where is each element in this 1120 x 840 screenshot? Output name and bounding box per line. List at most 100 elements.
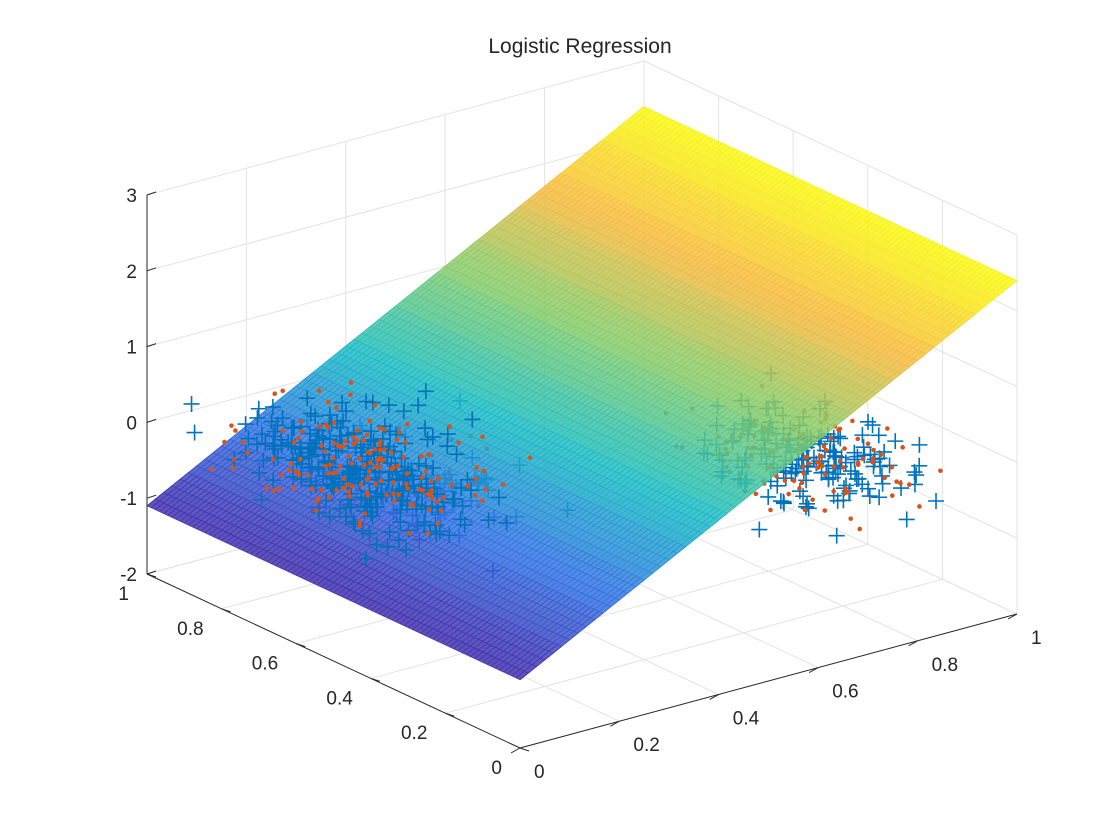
surface-mesh-line <box>589 205 632 240</box>
surface-mesh-line <box>511 221 554 256</box>
surface-mesh-line <box>685 144 728 179</box>
surface-mesh-line <box>693 359 736 394</box>
surface-mesh-line <box>474 572 517 607</box>
surface-mesh-line <box>834 372 877 407</box>
surface-mesh-line <box>797 197 840 231</box>
surface-mesh-line <box>511 537 554 572</box>
z-tick-label: -1 <box>120 489 137 510</box>
surface-mesh-line <box>420 599 463 634</box>
surface-mesh-line <box>225 508 268 543</box>
grid-line <box>146 60 645 196</box>
data-point-dot <box>323 422 329 427</box>
surface-mesh-line <box>602 316 645 351</box>
surface-mesh-line <box>486 472 529 507</box>
surface-mesh-line <box>701 363 744 397</box>
surface-mesh-line <box>150 474 193 509</box>
surface-mesh-line <box>486 315 529 349</box>
surface-mesh-line <box>486 209 529 244</box>
surface-mesh-line <box>453 615 496 650</box>
surface-mesh-line <box>503 585 546 620</box>
surface-mesh-line <box>693 201 736 236</box>
surface-mesh-line <box>801 409 844 444</box>
data-point-plus <box>265 428 282 445</box>
surface-mesh-line <box>548 238 591 273</box>
surface-mesh-line <box>751 438 794 473</box>
data-point-dot <box>845 489 851 495</box>
surface-mesh-line <box>652 181 695 216</box>
surface-mesh-line <box>627 433 670 468</box>
data-point-dot <box>481 468 487 474</box>
surface-mesh-line <box>639 386 682 421</box>
surface-mesh-line <box>714 474 757 508</box>
surface-mesh-line <box>540 498 583 532</box>
surface-mesh-line <box>440 504 483 539</box>
data-point-dot <box>271 488 276 494</box>
surface-mesh-line <box>233 407 276 442</box>
surface-mesh-line <box>316 393 359 428</box>
data-point-dot <box>350 435 356 440</box>
data-point-plus <box>343 485 360 502</box>
surface-mesh-line <box>415 282 458 317</box>
data-point-plus <box>310 504 327 521</box>
surface-mesh-line <box>610 162 653 197</box>
surface-mesh-line <box>498 583 541 618</box>
surface-mesh-line <box>739 380 782 415</box>
surface-mesh-line <box>739 275 782 310</box>
surface-mesh-line <box>188 438 231 473</box>
data-point-plus <box>315 467 332 484</box>
surface-mesh-line <box>532 388 574 423</box>
surface-mesh-line <box>768 393 811 428</box>
surface-mesh-line <box>387 584 430 619</box>
surface-mesh-line <box>846 325 889 360</box>
surface-mesh-line <box>519 383 562 418</box>
surface-mesh-line <box>465 305 508 340</box>
surface-mesh-line <box>664 187 707 222</box>
surface-mesh-line <box>511 642 554 677</box>
surface-mesh-line <box>540 550 583 585</box>
grid-line <box>146 136 645 272</box>
surface-mesh-line <box>747 279 790 313</box>
surface-mesh-line <box>167 481 210 516</box>
surface-mesh-line <box>503 375 545 410</box>
y-tick-label: 0.2 <box>401 723 427 744</box>
data-point-plus <box>416 420 433 437</box>
surface-mesh-line <box>875 286 918 321</box>
surface-mesh-line <box>677 456 720 491</box>
data-point-dot <box>401 454 407 460</box>
surface-mesh-line <box>395 535 438 570</box>
surface-mesh-line <box>933 260 976 295</box>
surface-mesh-line <box>246 413 289 448</box>
surface-mesh-line <box>237 514 280 549</box>
surface-mesh-line <box>875 233 918 268</box>
x-tick-mark <box>908 640 918 647</box>
surface-mesh-line <box>639 334 682 368</box>
data-point-dot <box>802 507 808 513</box>
surface-mesh-line <box>863 227 906 262</box>
surface-mesh-line <box>515 433 558 468</box>
data-point-plus <box>862 446 879 463</box>
surface-mesh-line <box>614 164 657 199</box>
data-point-dot <box>327 494 332 500</box>
surface-mesh-line <box>585 256 628 291</box>
surface-mesh-line <box>403 329 446 363</box>
data-point-dot <box>341 476 347 482</box>
data-point-dot <box>474 465 479 470</box>
data-point-dot <box>364 432 370 438</box>
surface-mesh-line <box>395 272 438 307</box>
data-point-plus <box>350 471 367 488</box>
data-point-dot <box>340 444 346 449</box>
surface-mesh-line <box>573 513 616 548</box>
data-point-dot <box>840 465 846 470</box>
surface-mesh-line <box>341 563 384 597</box>
surface-mesh-line <box>499 636 541 671</box>
surface-mesh-line <box>697 466 740 501</box>
surface-mesh-line <box>527 544 570 579</box>
surface-mesh-line <box>830 370 873 405</box>
surface-mesh-line <box>569 353 612 388</box>
surface-mesh-line <box>710 314 753 349</box>
surface-mesh-line <box>706 470 749 505</box>
surface-mesh-line <box>581 412 624 447</box>
data-point-plus <box>321 431 338 448</box>
surface-mesh-line <box>627 538 670 573</box>
surface-mesh-line <box>635 121 678 156</box>
